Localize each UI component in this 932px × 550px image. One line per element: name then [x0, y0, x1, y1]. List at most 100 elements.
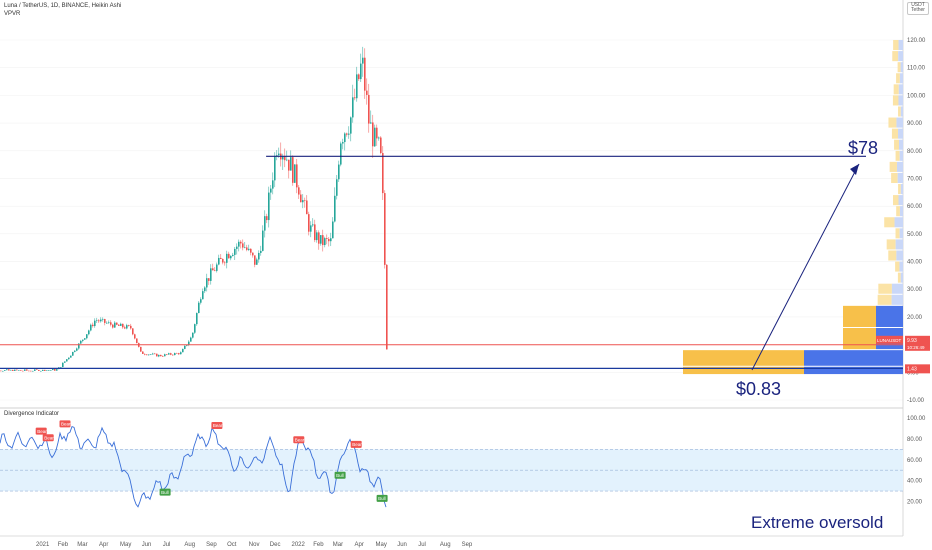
volume-bar [886, 239, 896, 250]
bear-label: Bear [213, 423, 223, 428]
candle-body [330, 238, 332, 242]
candle-body [162, 356, 164, 357]
candle-body [214, 270, 216, 271]
candle-body [276, 155, 278, 156]
candle-body [190, 337, 192, 342]
volume-bar [897, 62, 901, 73]
candle-body [268, 192, 270, 221]
candle-body [332, 221, 334, 239]
candle-body [284, 156, 286, 161]
price-tick-label: 20.00 [907, 315, 923, 321]
candle-body [380, 137, 382, 154]
time-tick-label: Jun [142, 542, 152, 548]
candle-body [86, 334, 88, 339]
candle-body [24, 369, 26, 371]
volume-bar [898, 195, 903, 206]
oscillator-tick-label: 80.00 [907, 437, 923, 443]
candle-body [302, 200, 304, 203]
symbol-tag-text: LUNAUSDT [877, 338, 902, 343]
volume-bar [893, 84, 899, 95]
candle-body [258, 252, 260, 260]
volume-bar [888, 250, 897, 261]
oscillator-tick-label: 20.00 [907, 500, 923, 506]
currency-selector[interactable]: USDT Tether [907, 2, 929, 15]
time-tick-label: 2022 [292, 542, 306, 548]
candle-body [74, 350, 76, 352]
bear-label: Bear [37, 429, 47, 434]
candle-body [34, 369, 36, 371]
volume-bar [893, 40, 899, 51]
time-tick-label: Mar [77, 542, 87, 548]
candle-body [90, 324, 92, 331]
bull-label: Bull [378, 496, 386, 501]
volume-bar [877, 294, 892, 305]
vpvr-indicator-label[interactable]: VPVR [4, 11, 21, 17]
candle-body [256, 259, 258, 265]
candle-body [336, 179, 338, 196]
candle-body [262, 230, 264, 251]
candle-body [366, 90, 368, 95]
price-tick-label: 30.00 [907, 287, 923, 293]
candle-body [126, 325, 128, 329]
divergence-indicator-label[interactable]: Divergence Indicator [4, 411, 60, 417]
candle-body [46, 370, 48, 372]
volume-bar [899, 261, 903, 272]
oscillator-tick-label: 40.00 [907, 479, 923, 485]
price-tick-label: 50.00 [907, 232, 923, 238]
candle-body [152, 353, 154, 355]
candle-body [68, 357, 70, 360]
candle-body [50, 370, 52, 371]
volume-bar [898, 128, 903, 139]
volume-bar [804, 366, 903, 375]
candle-body [28, 370, 30, 372]
candle-body [176, 353, 178, 354]
time-tick-label: Aug [440, 542, 451, 548]
candle-body [352, 97, 354, 118]
candle-body [210, 268, 212, 281]
bear-label: Bear [352, 442, 362, 447]
candle-body [348, 133, 350, 135]
volume-bar [898, 40, 903, 51]
volume-bar [683, 366, 804, 375]
candle-body [178, 353, 180, 355]
candle-body [220, 257, 222, 260]
candle-body [142, 351, 144, 354]
time-tick-label: Jul [163, 542, 171, 548]
symbol-tag[interactable] [876, 335, 903, 344]
volume-bar [896, 250, 903, 261]
candle-body [134, 334, 136, 339]
support-tag[interactable] [905, 364, 930, 374]
candle-body [104, 318, 106, 323]
price-tick-label: 120.00 [907, 38, 926, 44]
volume-bar [900, 184, 903, 195]
volume-bar [884, 217, 895, 228]
volume-bar [891, 283, 903, 294]
time-tick-label: Oct [227, 542, 237, 548]
candle-body [32, 370, 34, 372]
volume-bar [898, 184, 901, 195]
candle-body [20, 370, 22, 371]
candle-body [60, 367, 62, 368]
candle-body [10, 369, 12, 371]
candle-body [212, 268, 214, 271]
candle-body [4, 370, 6, 371]
volume-bar [878, 283, 892, 294]
volume-bar [889, 161, 897, 172]
candle-body [306, 200, 308, 215]
candle-body [112, 324, 114, 328]
time-tick-label: May [120, 542, 131, 548]
candle-body [304, 200, 306, 201]
candle-body [12, 369, 14, 371]
projection-arrow[interactable] [751, 163, 860, 371]
candle-body [386, 264, 388, 350]
last-price-tag[interactable] [905, 335, 930, 351]
candle-body [324, 238, 326, 246]
annotations: $78 $0.83 Extreme oversold [736, 138, 883, 532]
candle-body [174, 353, 176, 356]
volume-bar [897, 172, 903, 183]
candle-body [182, 348, 184, 353]
time-tick-label: Aug [184, 542, 195, 548]
candle-body [128, 325, 130, 326]
price-tick-label: 40.00 [907, 260, 923, 266]
